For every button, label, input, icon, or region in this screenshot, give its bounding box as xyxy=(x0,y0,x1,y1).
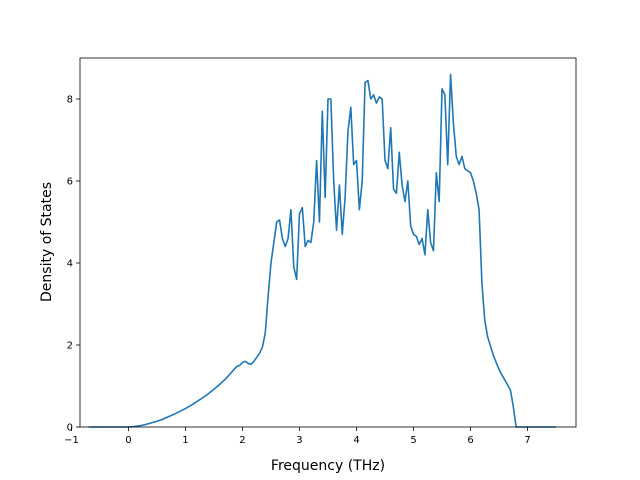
x-axis-label: Frequency (THz) xyxy=(271,458,385,474)
axes-frame xyxy=(79,57,577,428)
x-axis: −1 0 1 2 3 4 5 6 7 xyxy=(64,427,531,446)
x-tick-label: 5 xyxy=(410,435,416,446)
x-tick-label: −1 xyxy=(64,435,79,446)
y-axis-label: Density of States xyxy=(39,182,55,302)
y-tick-label: 8 xyxy=(67,95,73,106)
x-tick-label: 7 xyxy=(524,435,530,446)
x-tick-label: 3 xyxy=(296,435,302,446)
x-tick-label: 4 xyxy=(353,435,359,446)
dos-line xyxy=(88,73,557,428)
x-tick-label: 1 xyxy=(182,435,188,446)
plot-area xyxy=(79,57,577,428)
x-tick-label: 2 xyxy=(239,435,245,446)
x-tick-label: 0 xyxy=(125,435,131,446)
y-tick-label: 6 xyxy=(67,177,73,188)
x-tick-label: 6 xyxy=(467,435,473,446)
y-tick-label: 2 xyxy=(67,341,73,352)
y-tick-label: 0 xyxy=(67,423,73,434)
y-axis: 0 2 4 6 8 xyxy=(67,95,80,434)
y-tick-label: 4 xyxy=(67,259,73,270)
